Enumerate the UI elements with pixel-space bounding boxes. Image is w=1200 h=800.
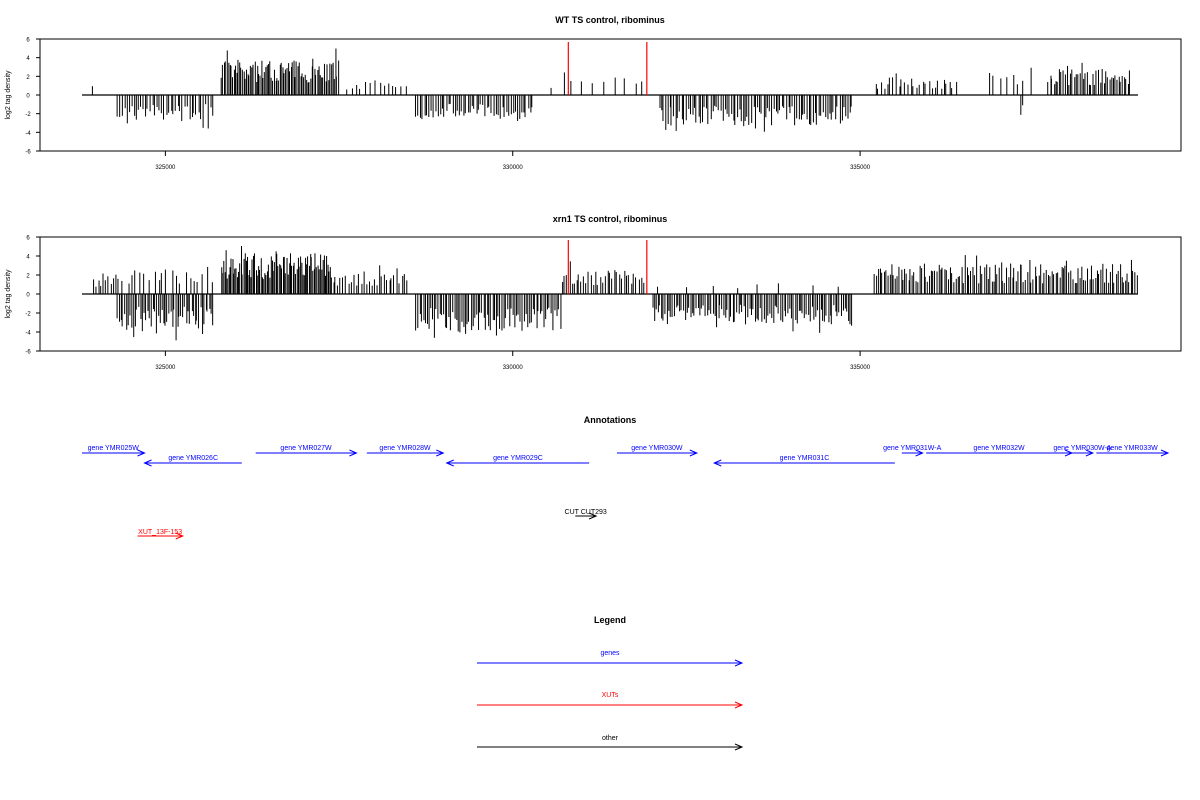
y-tick-label: 2 [26, 75, 30, 81]
feature-arrow: gene YMR025W [82, 445, 146, 457]
x-tick-label: 335000 [850, 165, 871, 171]
x-tick-label: 325000 [155, 165, 176, 171]
legend: Legend genes XUTs other [477, 615, 744, 751]
panel-title: WT TS control, ribominus [555, 15, 665, 25]
y-tick-label: -6 [25, 150, 31, 156]
feature-arrow: gene YMR028W [366, 445, 445, 457]
feature-arrow: gene YMR031W-A [883, 445, 942, 457]
feature-arrow: gene YMR032W [926, 445, 1074, 457]
legend-label-xuts: XUTs [602, 692, 619, 699]
feature-label: gene YMR031W-A [883, 445, 941, 452]
y-tick-label: -2 [25, 112, 31, 118]
y-tick-label: -6 [25, 350, 31, 356]
y-tick-label: 0 [26, 94, 30, 100]
feature-label: gene YMR030W [631, 445, 683, 452]
feature-label: gene YMR027W [280, 445, 332, 452]
y-axis: 6 4 2 0 -2 -4 -6 [25, 38, 41, 156]
feature-label: gene YMR032W [973, 445, 1025, 452]
y-tick-label: -4 [25, 131, 31, 137]
annotations-title: Annotations [584, 415, 637, 425]
y-tick-label: -4 [25, 331, 31, 337]
marker-lines [567, 42, 648, 95]
feature-label: XUT_13F-153 [138, 529, 182, 536]
bar-series [91, 48, 1130, 132]
y-tick-label: 6 [26, 38, 30, 44]
panel-title: xrn1 TS control, ribominus [553, 214, 668, 224]
legend-label-other: other [602, 735, 619, 742]
other-features: CUT CUT293 [565, 509, 607, 520]
feature-arrow: gene YMR026C [143, 455, 242, 467]
y-tick-label: 0 [26, 293, 30, 299]
feature-arrow: gene YMR029C [445, 455, 590, 467]
feature-arrow: gene YMR031C [712, 455, 895, 467]
legend-label-genes: genes [600, 650, 620, 657]
y-tick-label: 2 [26, 274, 30, 280]
gene-features: gene YMR025W gene YMR026C gene YMR027W gene… [82, 445, 1170, 467]
y-axis: 6 4 2 0 -2 -4 -6 [25, 236, 41, 356]
marker-lines [567, 240, 648, 294]
legend-arrow-other [477, 743, 744, 751]
x-axis: 325000 330000 335000 [155, 151, 871, 171]
feature-label: gene YMR033W [1107, 445, 1159, 452]
x-tick-label: 335000 [850, 365, 871, 371]
feature-label: gene YMR028W [379, 445, 431, 452]
feature-label: gene YMR030W-A [1053, 445, 1111, 452]
y-tick-label: 4 [26, 56, 30, 62]
feature-arrow: CUT CUT293 [565, 509, 607, 520]
feature-label: gene YMR029C [493, 455, 543, 462]
legend-title: Legend [594, 615, 626, 625]
feature-label: gene YMR031C [780, 455, 830, 462]
panel-xrn1: xrn1 TS control, ribominus log2 tag dens… [5, 214, 1182, 371]
x-tick-label: 330000 [503, 365, 524, 371]
bar-series [93, 246, 1138, 341]
y-tick-label: -2 [25, 312, 31, 318]
feature-arrow: gene YMR033W [1096, 445, 1170, 457]
x-axis: 325000 330000 335000 [155, 351, 871, 371]
feature-label: gene YMR026C [168, 455, 218, 462]
y-tick-label: 6 [26, 236, 30, 242]
legend-arrow-xuts [477, 701, 744, 709]
feature-label: CUT CUT293 [565, 509, 607, 516]
feature-label: gene YMR025W [88, 445, 140, 452]
feature-arrow: XUT_13F-153 [137, 529, 185, 540]
y-tick-label: 4 [26, 255, 30, 261]
x-tick-label: 325000 [155, 365, 176, 371]
feature-arrow: gene YMR030W [616, 445, 699, 457]
legend-arrow-genes [477, 659, 744, 667]
feature-arrow: gene YMR027W [255, 445, 358, 457]
y-axis-label: log2 tag density [5, 269, 12, 319]
y-axis-label: log2 tag density [5, 70, 12, 120]
panel-wt: WT TS control, ribominus log2 tag densit… [5, 15, 1182, 171]
x-tick-label: 330000 [503, 165, 524, 171]
xut-features: XUT_13F-153 [137, 529, 185, 540]
feature-arrow: gene YMR030W-A [1053, 445, 1112, 457]
